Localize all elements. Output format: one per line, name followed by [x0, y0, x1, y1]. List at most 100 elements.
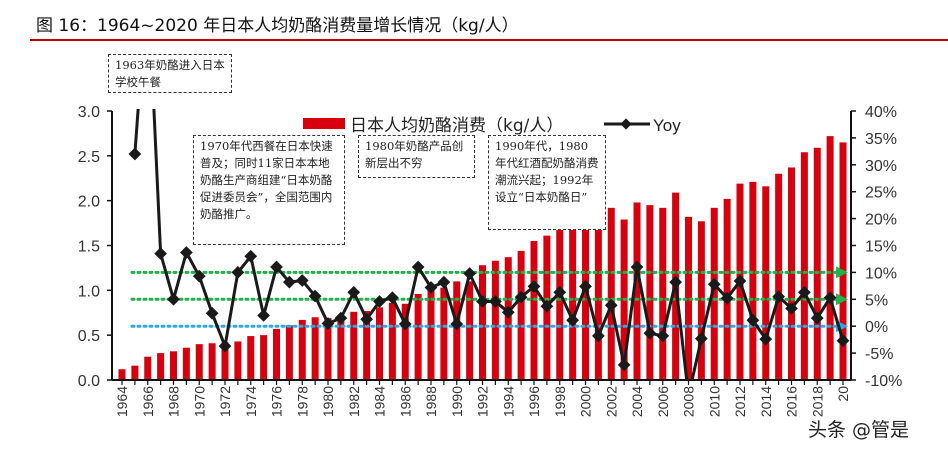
legend: 日本人均奶酪消费（kg/人） Yoy [303, 116, 681, 136]
x-tick-label: 1976 [269, 386, 285, 417]
x-tick-label: 1980 [320, 386, 336, 417]
yoy-point-1984 [373, 295, 386, 308]
x-tick-label: 1996 [526, 386, 542, 417]
bar-1974 [247, 336, 255, 380]
bar-2014 [762, 186, 770, 380]
bar-1971 [208, 343, 216, 380]
yoy-point-2020 [836, 334, 850, 348]
yoy-point-1974 [244, 249, 258, 263]
bar-1989 [440, 287, 448, 380]
bar-1969 [182, 347, 190, 380]
yoy-point-1986 [398, 317, 412, 331]
yoy-point-1980 [321, 317, 335, 330]
yoy-point-1976 [270, 260, 283, 274]
right-tick-label: 10% [865, 265, 897, 282]
x-tick-label: 1994 [500, 386, 516, 417]
bar-1999 [569, 223, 577, 380]
bar-1986 [401, 303, 409, 380]
bar-2011 [723, 198, 731, 380]
bar-1983 [363, 310, 371, 380]
x-tick-label: 1968 [166, 386, 182, 417]
yoy-point-1981 [334, 311, 348, 325]
x-tick-label: 1998 [552, 386, 568, 417]
bar-1985 [388, 302, 396, 380]
yoy-point-1971 [205, 306, 219, 320]
legend-bar-swatch [303, 118, 345, 129]
bar-2015 [775, 173, 783, 380]
bar-1993 [491, 260, 499, 380]
yoy-point-2000 [579, 280, 592, 293]
yoy-point-1970 [192, 269, 206, 283]
yoy-point-1979 [308, 289, 322, 303]
yoy-point-1985 [386, 291, 399, 305]
bar-1978 [298, 319, 306, 380]
x-tick-label: 1972 [217, 386, 233, 417]
annotation-1990s: 1990年代，1980年代红酒配奶酪消费潮流兴起；1992年设立“日本奶酪日” [488, 135, 606, 230]
x-tick-label: 2000 [578, 386, 594, 417]
bar-1976 [273, 328, 280, 380]
x-tick-label: 1966 [140, 386, 156, 417]
left-tick-label: 2.0 [78, 194, 100, 211]
bar-1977 [285, 325, 293, 380]
bar-1973 [234, 341, 242, 380]
yoy-point-1967 [154, 247, 167, 260]
yoy-point-1991 [463, 267, 476, 280]
yoy-point-1972 [218, 339, 232, 353]
legend-diamond-marker [620, 118, 632, 130]
bar-2017 [800, 152, 808, 380]
bar-1991 [466, 281, 474, 380]
bar-2020 [839, 142, 847, 380]
yoy-point-2009 [695, 332, 708, 345]
left-tick-label: 0.5 [78, 328, 100, 345]
chart-title: 图 16：1964~2020 年日本人均奶酪消费量增长情况（kg/人） [36, 16, 519, 36]
right-tick-label: 25% [865, 185, 897, 202]
bar-2000 [582, 212, 589, 380]
x-tick-label: 2004 [629, 386, 645, 417]
x-tick-label: 2008 [681, 386, 697, 417]
bar-1996 [530, 241, 538, 380]
x-tick-label: 2016 [784, 386, 800, 417]
right-tick-label: -10% [865, 373, 902, 390]
bar-2005 [646, 205, 654, 380]
bar-1979 [311, 317, 319, 380]
bar-1994 [504, 257, 512, 380]
bar-1964 [118, 369, 126, 380]
x-tick-label: 1964 [114, 386, 130, 417]
bar-2008 [685, 216, 692, 380]
bar-2018 [813, 147, 821, 380]
x-tick-label: 20 [835, 386, 851, 402]
yoy-point-1992 [476, 295, 489, 308]
bar-1967 [157, 353, 165, 380]
yoy-point-1982 [347, 285, 361, 299]
x-tick-label: 1978 [294, 386, 310, 417]
bar-1968 [170, 351, 177, 380]
yoy-point-1993 [489, 295, 502, 308]
right-tick-label: 35% [865, 131, 897, 148]
bar-1982 [350, 311, 358, 380]
bar-2001 [594, 214, 602, 380]
bar-2019 [826, 136, 834, 380]
yoy-point-1983 [360, 312, 373, 326]
x-tick-label: 1974 [243, 386, 259, 417]
right-tick-label: -5% [865, 346, 893, 363]
x-tick-label: 1970 [191, 386, 207, 417]
x-tick-label: 1982 [346, 386, 362, 417]
yoy-point-2001 [592, 329, 605, 343]
yoy-point-1978 [295, 274, 309, 287]
yoy-point-1965 [128, 147, 142, 161]
right-tick-label: 15% [865, 239, 897, 256]
yoy-point-2006 [656, 329, 670, 343]
bar-1988 [427, 290, 435, 380]
bar-1984 [376, 307, 383, 380]
yoy-point-1975 [257, 309, 270, 322]
left-tick-label: 3.0 [78, 104, 100, 121]
annotation-1980: 1980年奶酪产品创新层出不穷 [358, 135, 475, 178]
yoy-point-1990 [450, 317, 464, 331]
annotation-1963: 1963年奶酪进入日本学校午餐 [108, 54, 232, 93]
bar-2013 [749, 181, 757, 380]
yoy-point-1988 [424, 281, 438, 294]
yoy-point-1989 [437, 275, 451, 289]
yoy-point-1987 [411, 260, 425, 274]
left-tick-label: 2.5 [78, 149, 100, 166]
x-tick-label: 1986 [397, 386, 413, 417]
